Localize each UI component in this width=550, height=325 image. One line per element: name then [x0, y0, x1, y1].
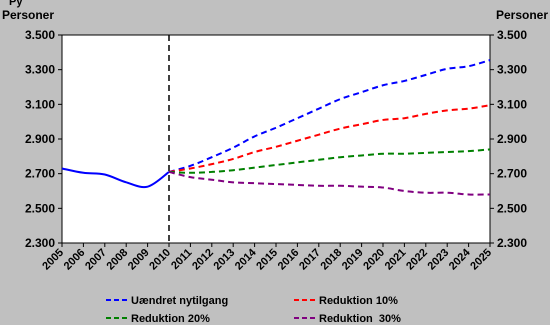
- x-tick-label: 2008: [105, 247, 131, 273]
- y-tick-label-left: 2.700: [25, 167, 55, 181]
- legend-item-reduction-10: Reduktion 10%: [294, 295, 398, 307]
- x-tick-label: 2013: [212, 247, 238, 273]
- y-axis-right: 2.300 2.500 2.700 2.900 3.100 3.300 3.500: [490, 28, 527, 250]
- corner-text-fragment: Py: [9, 0, 23, 8]
- x-tick-label: 2015: [254, 247, 280, 273]
- x-tick-label: 2016: [276, 247, 302, 273]
- y-axis-left: 2.300 2.500 2.700 2.900 3.100 3.300 3.500: [25, 28, 62, 250]
- x-tick-label: 2012: [190, 247, 216, 273]
- legend-item-reduction-30: Reduktion 30%: [294, 313, 401, 325]
- legend-item-reduction-20: Reduktion 20%: [106, 313, 210, 325]
- y-axis-label-right: Personer: [496, 8, 548, 22]
- x-tick-label: 2007: [83, 247, 109, 273]
- x-tick-label: 2018: [319, 247, 345, 273]
- y-tick-label-left: 3.300: [25, 63, 55, 77]
- legend-label-reduction-30: Reduktion 30%: [319, 313, 401, 325]
- series-lines: [61, 59, 491, 196]
- x-tick-label: 2005: [40, 247, 66, 273]
- series-line-reduction-30: [168, 170, 491, 196]
- legend-label-unchanged: Uændret nytilgang: [131, 295, 228, 307]
- historical-line: [61, 167, 170, 189]
- y-tick-label-right: 2.700: [497, 167, 527, 181]
- x-tick-label: 2020: [361, 247, 387, 273]
- legend: Uændret nytilgang Reduktion 10% Reduktio…: [106, 295, 401, 325]
- y-tick-label-right: 3.500: [497, 28, 527, 42]
- y-axis-label-left: Personer: [2, 8, 54, 22]
- legend-label-reduction-10: Reduktion 10%: [319, 295, 398, 307]
- y-tick-label-right: 2.900: [497, 132, 527, 146]
- y-tick-label-right: 2.500: [497, 201, 527, 215]
- series-line-unchanged: [168, 59, 491, 173]
- y-tick-label-right: 2.300: [497, 236, 527, 250]
- x-tick-label: 2011: [169, 247, 194, 272]
- x-tick-label: 2025: [468, 247, 494, 273]
- plot-area: [61, 34, 491, 244]
- y-tick-label-left: 2.500: [25, 201, 55, 215]
- x-tick-label: 2010: [147, 247, 173, 273]
- x-tick-label: 2017: [297, 247, 323, 273]
- x-tick-label: 2006: [62, 247, 88, 273]
- y-tick-label-right: 3.300: [497, 63, 527, 77]
- x-tick-label: 2019: [340, 247, 366, 273]
- series-line-reduction-20: [168, 148, 491, 174]
- x-tick-label: 2023: [426, 247, 452, 273]
- x-tick-label: 2009: [126, 247, 152, 273]
- legend-item-unchanged: Uændret nytilgang: [106, 295, 228, 307]
- y-tick-label-left: 2.900: [25, 132, 55, 146]
- x-tick-label: 2022: [404, 247, 430, 273]
- x-tick-label: 2024: [447, 246, 473, 272]
- y-tick-label-right: 3.100: [497, 97, 527, 111]
- x-tick-label: 2014: [233, 246, 259, 272]
- x-tick-label: 2021: [383, 247, 409, 273]
- y-tick-label-left: 3.100: [25, 97, 55, 111]
- y-tick-label-left: 3.500: [25, 28, 55, 42]
- series-line-reduction-10: [168, 104, 491, 173]
- legend-label-reduction-20: Reduktion 20%: [131, 313, 210, 325]
- x-axis: 2005200620072008200920102011201220132014…: [40, 243, 494, 272]
- y-tick-label-left: 2.300: [25, 236, 55, 250]
